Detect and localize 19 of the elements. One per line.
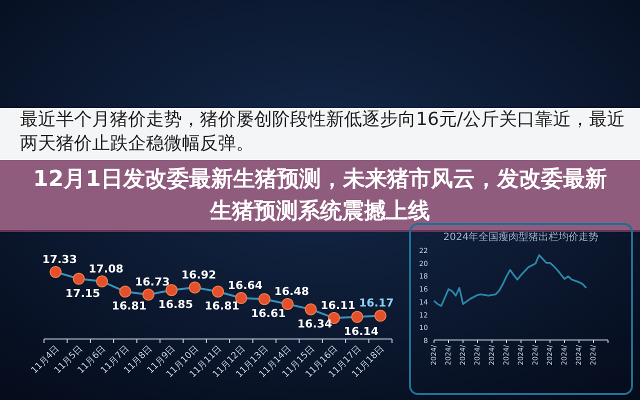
data-label: 16.85 bbox=[158, 298, 193, 312]
chart-subtitle: 最近半个月猪价走势，猪价屡创阶段性新低逐步向16元/公斤关口靠近，最近两天猪价止跌企稳微幅反弹。 bbox=[20, 108, 625, 156]
data-label: 16.11 bbox=[320, 299, 356, 312]
data-label: 16.73 bbox=[135, 276, 170, 289]
chart-title: 2024年全国瘦肉型猪出栏均价走势 bbox=[443, 231, 599, 243]
data-label: 16.17 bbox=[359, 296, 394, 310]
data-label: 16.81 bbox=[112, 300, 147, 313]
line-series bbox=[433, 254, 588, 307]
data-label: 16.92 bbox=[181, 268, 216, 282]
data-label: 16.14 bbox=[344, 324, 379, 338]
data-label: 17.33 bbox=[42, 253, 77, 266]
data-label: 16.81 bbox=[204, 300, 240, 313]
data-label: 17.08 bbox=[88, 262, 124, 276]
data-label: 17.15 bbox=[65, 286, 100, 300]
data-label: 16.61 bbox=[251, 307, 286, 320]
data-label: 16.48 bbox=[274, 285, 309, 298]
data-label: 16.34 bbox=[297, 317, 333, 330]
data-label: 16.64 bbox=[228, 279, 263, 292]
chart-title: 12月1日发改委最新生猪预测，未来猪市风云，发改委最新生猪预测系统震撼上线 bbox=[32, 166, 608, 226]
